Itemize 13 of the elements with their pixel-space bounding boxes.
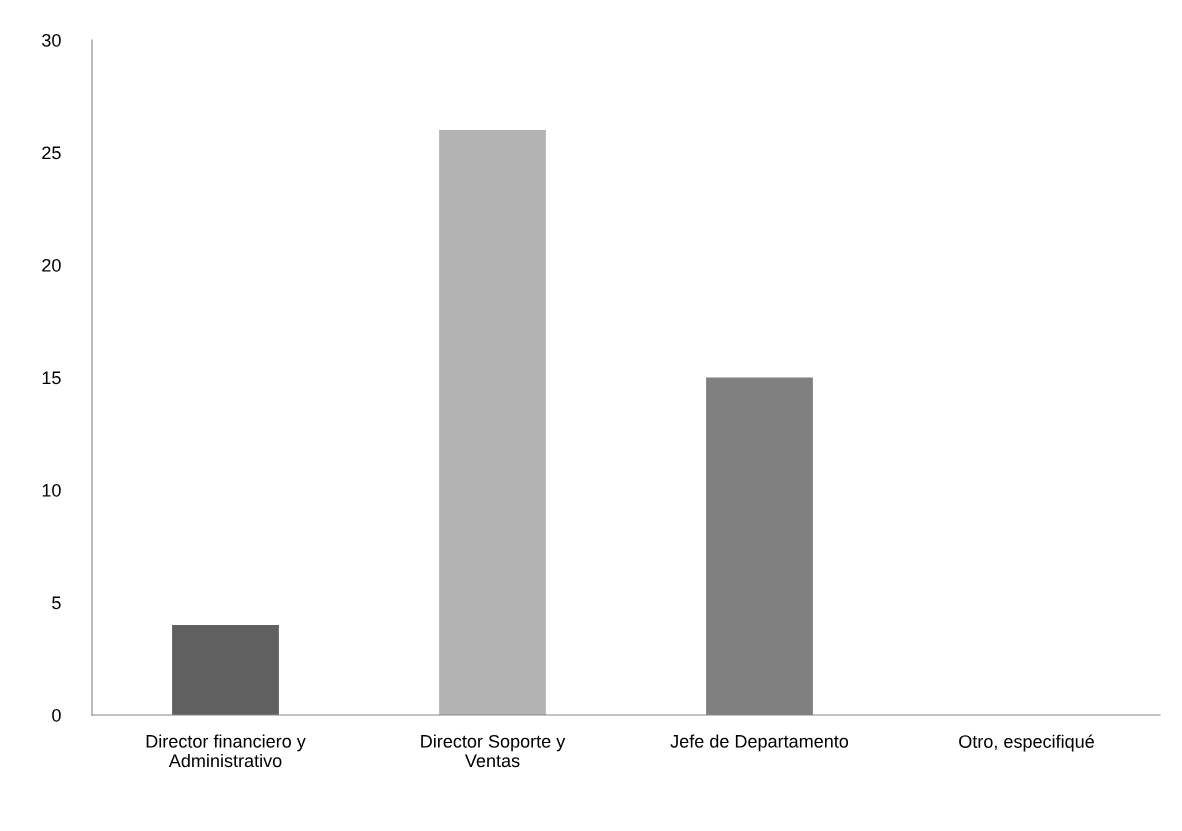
x-tick-label: Director Soporte y Ventas — [421, 734, 566, 768]
y-tick-label: 0 — [52, 708, 61, 722]
y-tick-label: 25 — [42, 146, 61, 160]
x-tick-label: Jefe de Departamento — [670, 734, 849, 752]
y-tick-label: 5 — [52, 596, 61, 610]
y-tick-label: 20 — [42, 258, 61, 272]
x-tick-label: Otro, especifiqué — [959, 734, 1094, 752]
x-tick-label: Director financiero y Administrativo — [146, 734, 306, 768]
y-tick-label: 10 — [42, 483, 61, 497]
bar — [172, 625, 279, 715]
y-tick-label: 15 — [42, 371, 61, 385]
bar — [439, 130, 546, 715]
y-tick-label: 30 — [42, 33, 61, 47]
